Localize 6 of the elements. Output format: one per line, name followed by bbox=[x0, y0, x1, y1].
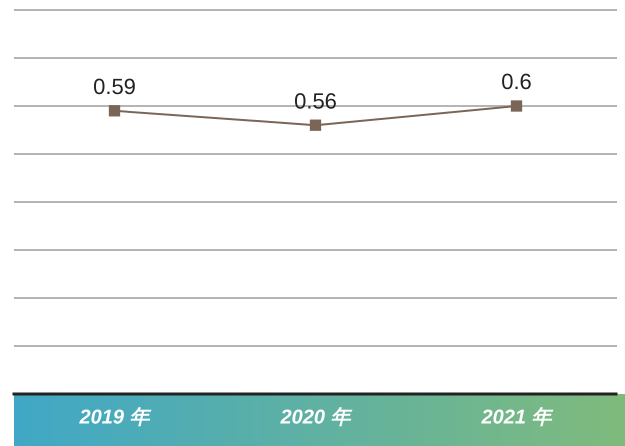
x-tick-label: 2019 年 bbox=[78, 406, 152, 429]
data-label: 0.56 bbox=[294, 88, 337, 114]
x-tick-label: 2021 年 bbox=[480, 406, 554, 429]
x-tick-label: 2020 年 bbox=[279, 406, 353, 429]
data-label: 0.59 bbox=[93, 74, 136, 99]
data-label: 0.6 bbox=[501, 69, 532, 94]
